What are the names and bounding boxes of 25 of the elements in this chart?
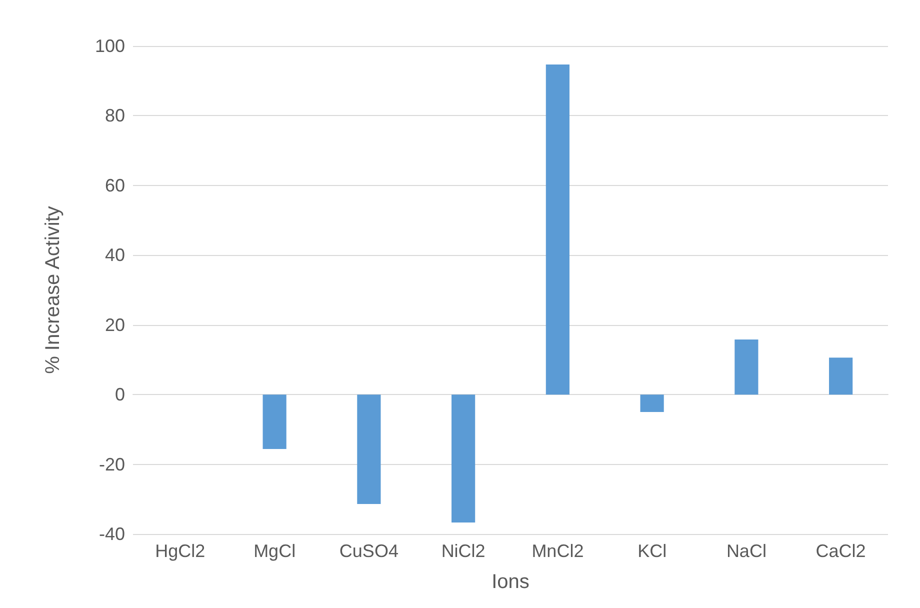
y-tick-label: 80 bbox=[104, 106, 125, 126]
y-tick-label: 100 bbox=[94, 36, 125, 56]
y-tick-label: -40 bbox=[98, 524, 125, 544]
x-tick-label: NaCl bbox=[726, 541, 766, 561]
y-tick-label: -20 bbox=[98, 454, 125, 474]
x-tick-label: NiCl2 bbox=[441, 541, 486, 561]
y-tick-label: 20 bbox=[104, 314, 125, 335]
x-tick-label: MgCl bbox=[254, 541, 296, 561]
bar bbox=[357, 394, 381, 504]
x-tick-label: CuSO4 bbox=[339, 541, 398, 561]
y-tick-label: 60 bbox=[104, 175, 125, 196]
y-axis-title: % Increase Activity bbox=[42, 206, 64, 374]
y-tick-label: 40 bbox=[104, 245, 125, 266]
bar bbox=[829, 358, 853, 395]
bar bbox=[452, 394, 476, 522]
x-axis-title: Ions bbox=[492, 571, 530, 593]
y-tick-label: 0 bbox=[114, 384, 125, 405]
x-tick-label: MnCl2 bbox=[532, 541, 584, 561]
bar bbox=[640, 394, 664, 412]
bar bbox=[262, 394, 286, 449]
bar bbox=[546, 64, 570, 395]
x-tick-label: CaCl2 bbox=[816, 541, 866, 561]
x-tick-label: KCl bbox=[638, 541, 667, 561]
x-tick-label: HgCl2 bbox=[155, 541, 206, 561]
bar bbox=[734, 339, 758, 395]
